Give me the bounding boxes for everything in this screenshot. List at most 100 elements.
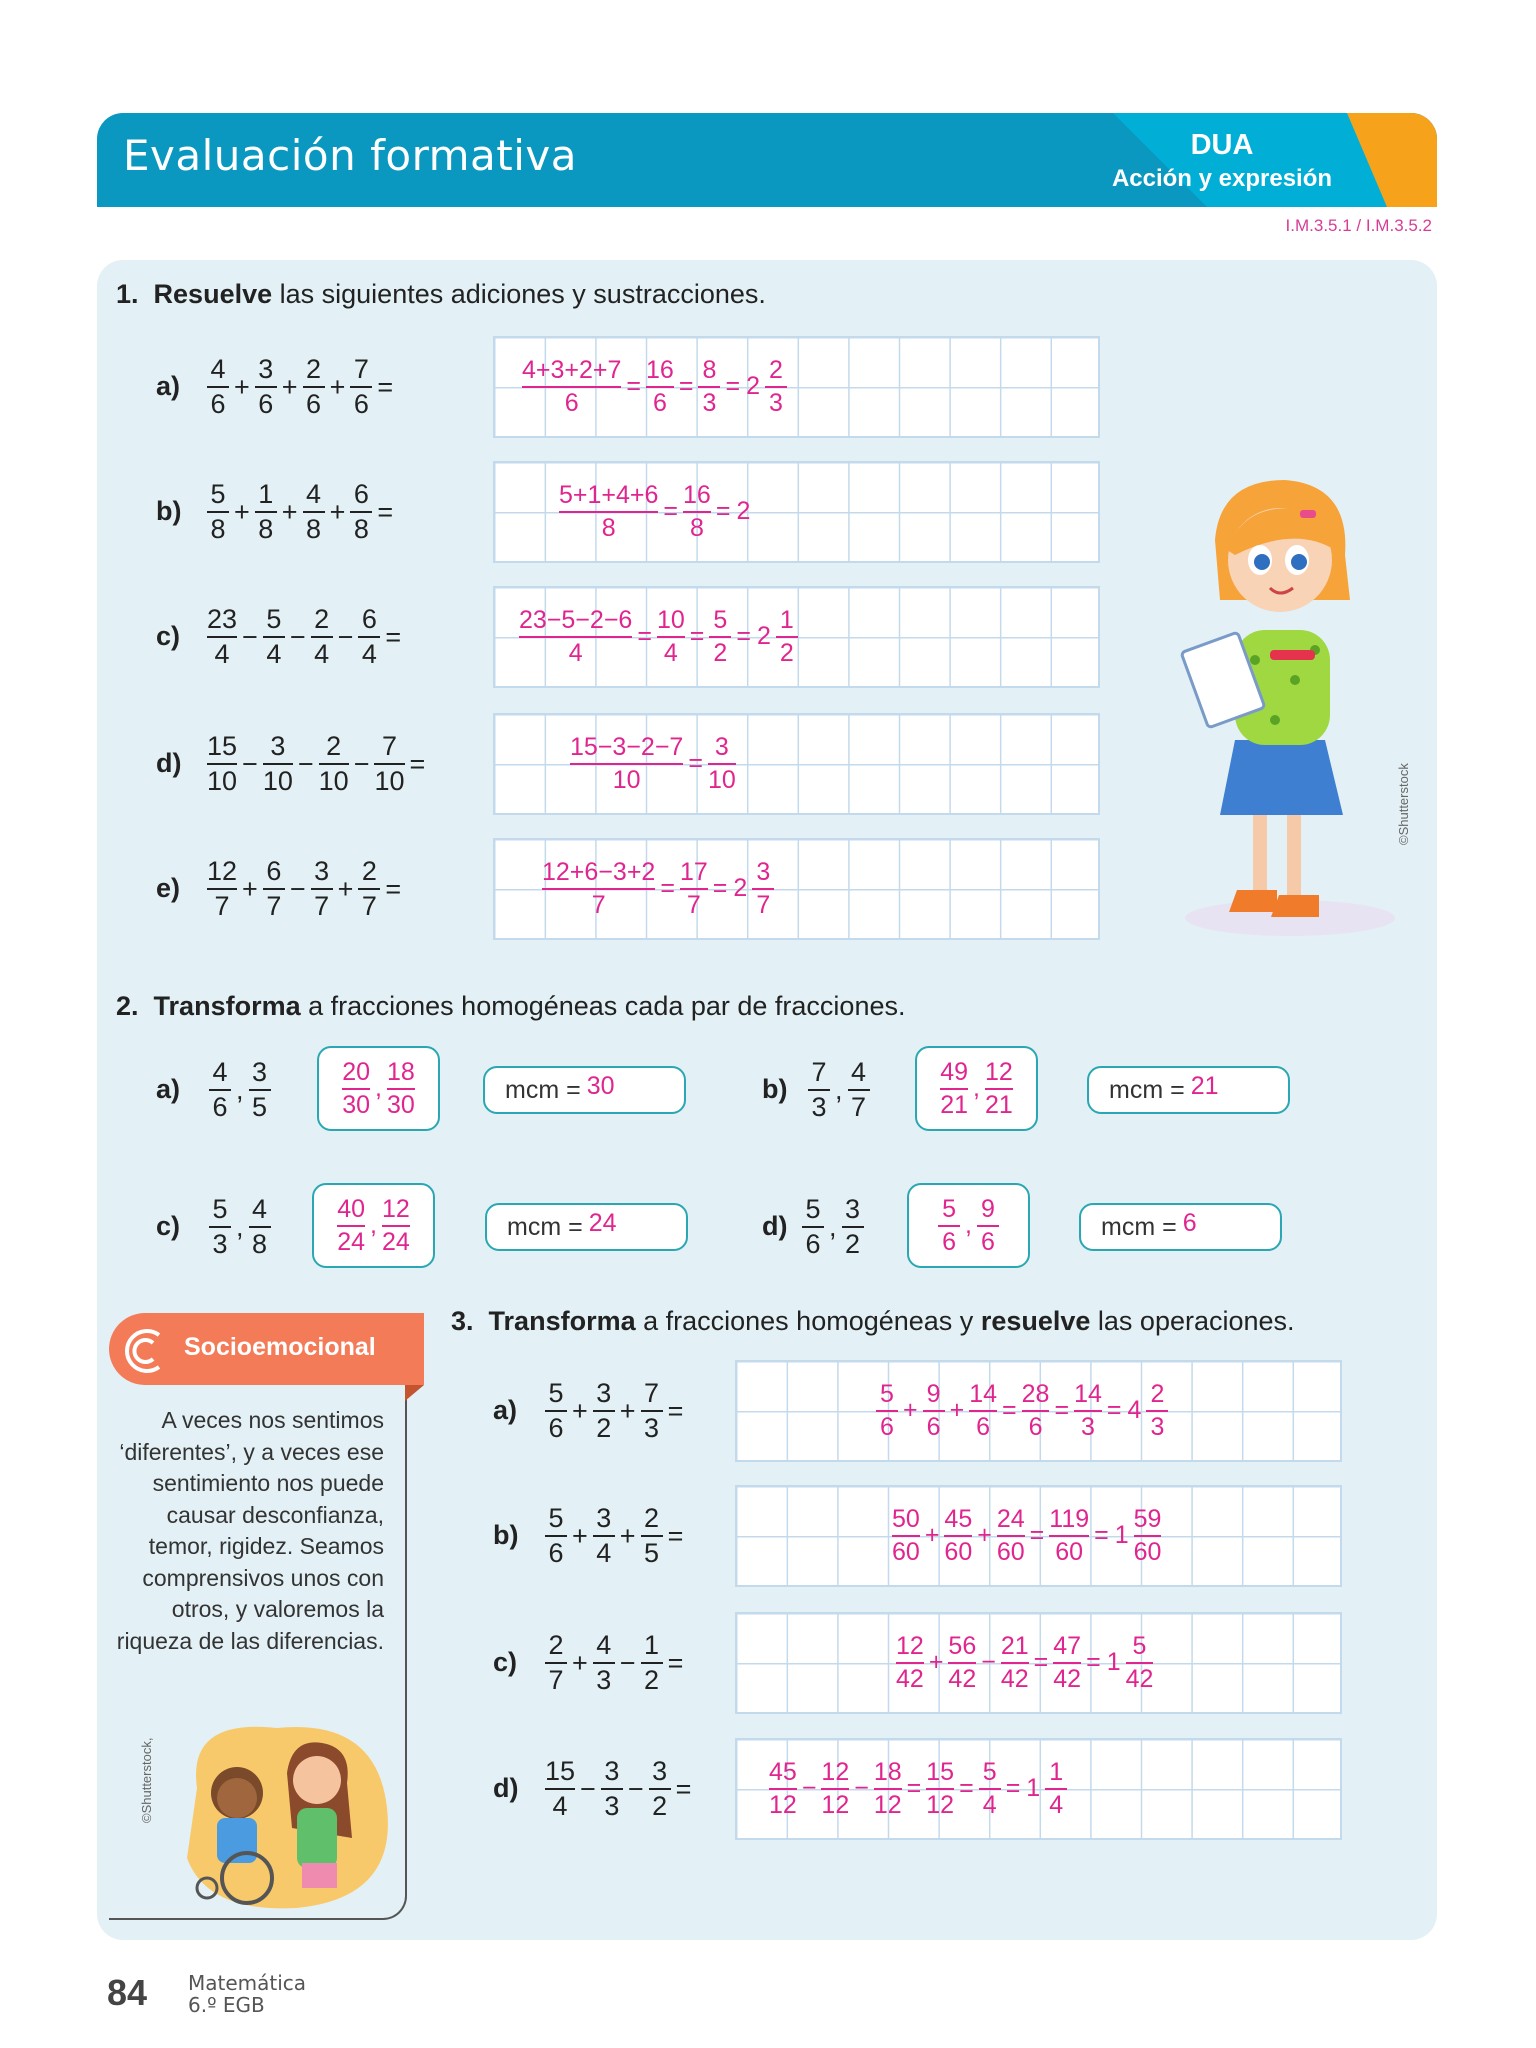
denominator: 6 [805,1229,821,1260]
dua-badge: DUA [1190,129,1254,161]
operator: + [903,1396,918,1425]
operator: + [977,1521,992,1550]
fraction: 119 60 [1049,1505,1090,1567]
denominator: 24 [381,1227,410,1256]
mcm-field[interactable]: mcm = 30 [483,1066,686,1114]
fraction-bar [358,636,381,639]
operator: + [619,1395,636,1426]
numerator: 18 [873,1758,902,1786]
numerator: 1 [644,1630,660,1660]
operator: + [242,873,258,904]
fraction-bar [318,763,349,766]
mcm-field[interactable]: mcm = 24 [485,1203,688,1251]
fraction-bar [570,762,684,765]
expression: 5+1+4+6 8 = 16 8 = 2 [557,481,753,543]
denominator: 7 [686,890,701,919]
fraction-bar [337,1224,366,1227]
denominator: 21 [940,1090,969,1119]
fraction: 40 24 [337,1195,366,1257]
numerator: 5 [942,1194,956,1223]
expression: 23−5−2−6 4 = 10 4 = 5 2 = 2 1 2 [517,606,800,668]
operator: + [337,873,354,904]
denominator: 2 [779,638,794,667]
numerator: 2 [314,604,330,634]
operator: , [375,1074,382,1102]
denominator: 8 [689,513,704,542]
operator: , [973,1074,980,1102]
fraction-bar [545,1535,567,1538]
whole-number: 2 [756,622,771,651]
item-label: a) [156,1074,181,1104]
fraction: 50 60 [892,1505,920,1567]
denominator: 2 [596,1413,612,1444]
answer-grid[interactable] [735,1485,1342,1587]
answer-box[interactable]: 40 24, 12 24 [312,1183,435,1268]
numerator: 3 [604,1756,620,1786]
denominator: 6 [258,389,274,420]
mcm-label: mcm = [1109,1075,1185,1104]
numerator: 3 [652,1756,668,1786]
expression: 12 42 +56 42−21 42 = 47 42 = 1 5 42 [894,1632,1155,1694]
fraction: 23−5−2−6 4 [519,606,633,668]
numerator: 4 [596,1630,612,1660]
item-label: d) [493,1773,519,1803]
denominator: 10 [262,766,293,797]
fraction: 18 12 [873,1758,902,1820]
fraction-bar [841,1226,864,1229]
denominator: 5 [644,1538,660,1569]
fraction-bar [350,511,373,514]
numerator: 15−3−2−7 [570,733,684,761]
numerator: 12 [984,1057,1013,1086]
fraction-bar [350,386,373,389]
fraction: 16 8 [683,481,711,543]
numerator: 3 [596,1503,612,1533]
operator: = [1005,1774,1021,1803]
fraction-bar [1074,1409,1102,1412]
swirl-icon [125,1329,161,1373]
fraction-bar [752,887,775,890]
numerator: 12 [821,1758,850,1786]
numerator: 56 [948,1632,977,1660]
denominator: 42 [1053,1664,1082,1693]
operator: + [234,371,250,402]
operator: + [281,371,298,402]
operator: − [627,1773,644,1804]
operator: = [377,371,394,402]
mcm-field[interactable]: mcm = 21 [1087,1066,1290,1114]
answer-box[interactable]: 49 21, 12 21 [915,1046,1038,1131]
denominator: 4 [663,638,678,667]
item-label: d) [762,1211,788,1241]
fraction-bar [262,636,285,639]
numerator: 10 [656,606,685,634]
denominator: 6 [564,388,579,417]
expression: 15−3−2−7 10 = 3 10 [568,733,738,795]
denominator: 4 [552,1791,568,1822]
fraction-bar [545,1788,576,1791]
numerator: 9 [926,1380,941,1408]
operator: − [619,1647,636,1678]
answer-box[interactable]: 20 30, 18 30 [317,1046,440,1131]
denominator: 6 [306,389,322,420]
operator: = [1094,1521,1109,1550]
denominator: 6 [548,1538,564,1569]
denominator: 7 [851,1092,867,1123]
denominator: 12 [873,1790,902,1819]
operator: = [736,622,751,651]
denominator: 4 [214,639,230,670]
operator: = [689,622,705,651]
mcm-field[interactable]: mcm = 6 [1079,1203,1282,1251]
answer-grid[interactable] [735,1612,1342,1714]
question-1-title: 1. Resuelve las siguientes adiciones y s… [116,279,766,309]
operator: = [385,621,402,652]
denominator: 42 [896,1664,924,1693]
expression: 15 10−3 10−2 10−7 10 = [205,731,428,797]
